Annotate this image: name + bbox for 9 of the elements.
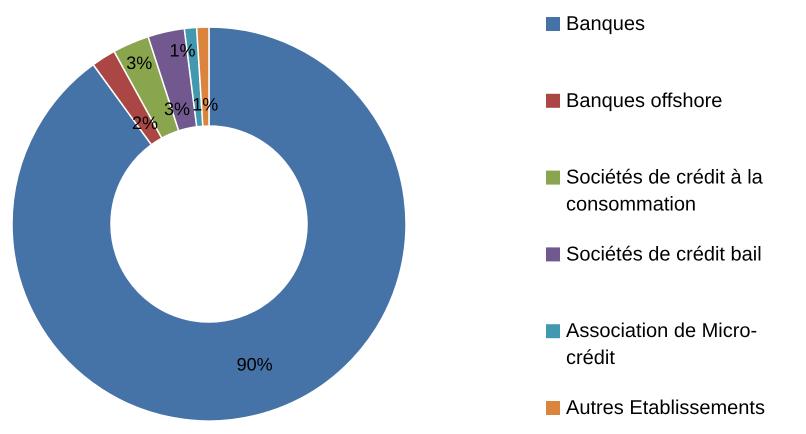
legend-label: Autres Etablissements <box>566 397 765 419</box>
donut-slice <box>11 26 407 422</box>
data-label: 3% <box>126 52 152 73</box>
legend-label: Banques offshore <box>566 90 722 112</box>
legend-label: Association de Micro-crédit <box>566 320 758 370</box>
legend-label: Sociétés de crédit bail <box>566 243 762 266</box>
legend-label: Sociétés de crédit à la consommation <box>566 166 764 216</box>
legend-label: Banques <box>566 13 645 35</box>
data-label: 90% <box>236 354 273 374</box>
